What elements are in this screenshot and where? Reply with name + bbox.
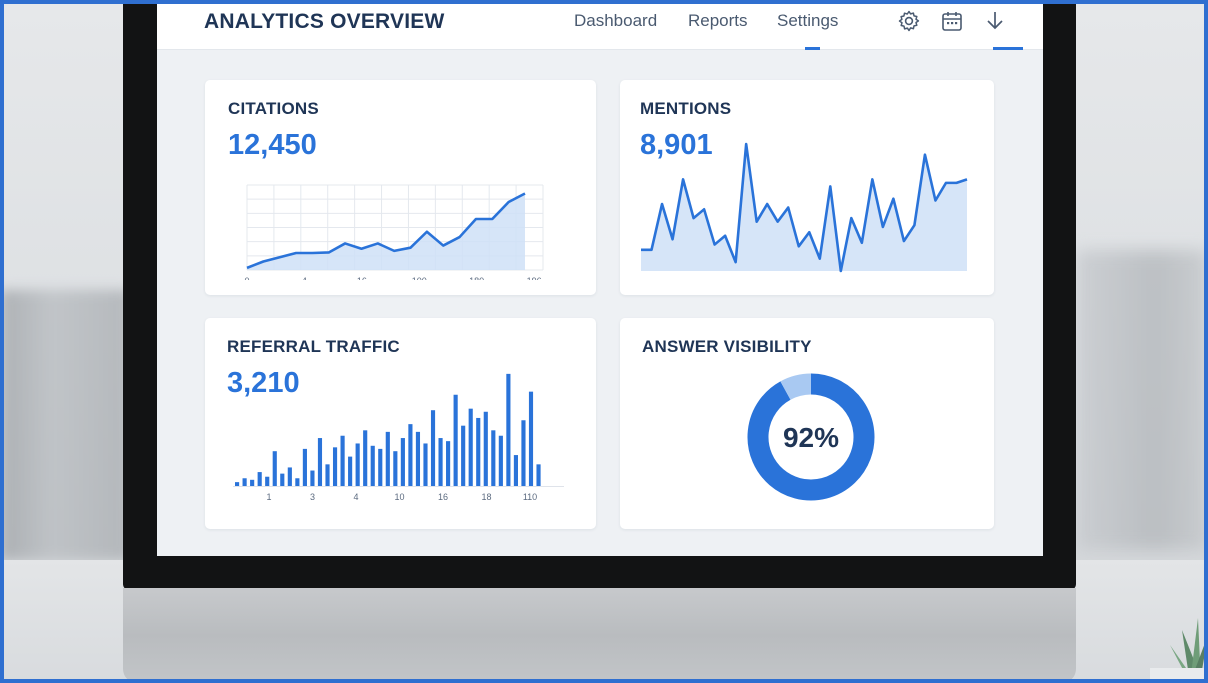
donut-slice-visible	[747, 373, 875, 501]
bar	[340, 435, 345, 486]
bar	[476, 417, 481, 486]
download-icon[interactable]	[983, 9, 1007, 33]
x-tick-label: 10	[394, 492, 404, 502]
bar	[446, 441, 451, 486]
bar	[332, 447, 338, 486]
bar	[528, 391, 534, 486]
monitor-chin	[123, 588, 1076, 683]
bar	[317, 438, 323, 486]
bar	[378, 448, 383, 486]
bar	[348, 456, 353, 486]
background-shelf	[0, 290, 130, 560]
mentions-chart	[640, 142, 968, 273]
bar	[363, 430, 368, 486]
bar	[461, 425, 466, 486]
bar	[415, 431, 421, 486]
bar	[385, 431, 390, 486]
x-tick-label: 3	[310, 492, 315, 502]
referral-chart: 1 3 4 10 16 18 110	[233, 373, 564, 502]
gear-icon[interactable]	[897, 9, 921, 33]
bar	[355, 443, 360, 486]
nav-dashboard[interactable]: Dashboard	[574, 11, 658, 30]
screen: ANALYTICS OVERVIEW Dashboard Reports Set…	[157, 0, 1043, 556]
citations-value: 12,450	[228, 129, 317, 161]
download-active-indicator	[993, 47, 1023, 50]
bar	[408, 424, 413, 486]
bar	[468, 408, 473, 486]
area-fill	[247, 193, 525, 270]
bar	[400, 438, 405, 486]
bar	[272, 451, 277, 486]
bar	[302, 448, 307, 486]
x-tick-label: 1	[266, 492, 271, 502]
background-wall	[1075, 250, 1208, 550]
bar	[393, 451, 398, 486]
bar	[325, 464, 330, 486]
x-tick-label: 16	[438, 492, 448, 502]
mentions-value: 8,901	[640, 129, 713, 161]
bar	[287, 467, 292, 486]
citations-chart: 0 4 16 100 180 196	[244, 184, 544, 280]
bar	[423, 443, 428, 486]
bar	[513, 455, 518, 486]
x-tick-label: 18	[481, 492, 491, 502]
calendar-icon[interactable]	[940, 9, 964, 33]
x-tick-label: 196	[527, 276, 542, 280]
bar	[310, 470, 315, 486]
nav-settings[interactable]: Settings	[777, 11, 839, 30]
x-tick-label: 110	[523, 492, 537, 502]
donut-slice-remaining	[780, 373, 812, 400]
bar	[453, 394, 458, 486]
bar	[491, 430, 496, 486]
bar	[280, 473, 285, 486]
bar	[265, 476, 270, 486]
x-tick-label: 100	[412, 276, 427, 280]
top-bar: ANALYTICS OVERVIEW Dashboard Reports Set…	[157, 0, 1043, 50]
citations-card[interactable]: CITATIONS 12,450 0 4 16 100 180 196	[205, 80, 596, 295]
plant-decor	[1150, 618, 1208, 683]
referral-card[interactable]: REFERRAL TRAFFIC 3,210 1 3 4 10 16 18 110	[205, 318, 596, 529]
x-tick-label: 0	[244, 276, 249, 280]
bar	[235, 482, 240, 486]
mentions-title: MENTIONS	[640, 99, 732, 118]
referral-value: 3,210	[227, 367, 300, 399]
bar	[483, 411, 488, 486]
bar	[242, 478, 247, 486]
referral-title: REFERRAL TRAFFIC	[227, 337, 400, 356]
settings-active-indicator	[805, 47, 820, 50]
donut-center-label: 92%	[783, 422, 839, 453]
bar	[257, 472, 262, 486]
visibility-donut: 92%	[747, 373, 875, 501]
bar	[498, 435, 503, 486]
app-title: ANALYTICS OVERVIEW	[204, 10, 445, 33]
nav-reports[interactable]: Reports	[688, 11, 748, 30]
x-tick-label: 4	[302, 276, 307, 280]
bar	[370, 445, 375, 486]
bar	[438, 438, 443, 486]
citations-title: CITATIONS	[228, 99, 319, 118]
x-tick-label: 4	[353, 492, 358, 502]
series-line	[641, 142, 968, 273]
visibility-title: ANSWER VISIBILITY	[642, 337, 812, 356]
x-tick-label: 16	[357, 276, 367, 280]
bar	[430, 410, 436, 486]
mentions-card[interactable]: MENTIONS 8,901	[620, 80, 994, 295]
series-line	[246, 192, 526, 270]
bar	[295, 478, 300, 486]
bar	[250, 479, 255, 486]
visibility-card[interactable]: ANSWER VISIBILITY 92%	[620, 318, 994, 529]
bar	[506, 373, 511, 486]
bar	[536, 464, 541, 486]
bar	[521, 420, 526, 486]
x-tick-label: 180	[469, 276, 484, 280]
